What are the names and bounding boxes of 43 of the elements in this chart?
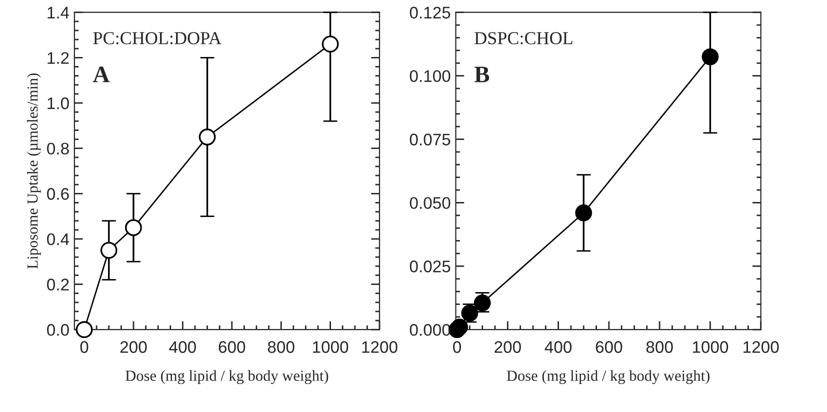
x-tick-label: 800 xyxy=(646,341,673,353)
annotation: PC:CHOL:DOPA xyxy=(93,32,222,44)
x-tick-label: 600 xyxy=(218,341,246,353)
y-tick-label: 1.0 xyxy=(48,97,69,110)
x-tick-label: 600 xyxy=(596,341,622,353)
x-axis-title: Dose (mg lipid / kg body weight) xyxy=(126,370,328,384)
x-tick-label: 0 xyxy=(453,341,462,353)
point xyxy=(125,219,142,236)
x-tick-label: 1000 xyxy=(692,341,728,353)
y-tick-label: 0.2 xyxy=(47,278,69,290)
y-axis-title: Liposome Uptake (µmoles/min) xyxy=(26,73,41,269)
y-tick-label: 1.2 xyxy=(48,52,69,64)
annotation: B xyxy=(474,66,490,82)
point xyxy=(451,318,468,336)
point xyxy=(322,36,339,53)
point xyxy=(76,321,93,338)
point xyxy=(702,48,719,66)
y-tick-label: 0.025 xyxy=(410,260,450,272)
x-tick-label: 1200 xyxy=(744,341,779,353)
x-tick-label: 200 xyxy=(120,341,147,353)
y-tick-label: 1.4 xyxy=(48,6,70,18)
y-tick-label: 0.075 xyxy=(410,134,450,146)
y-tick-label: 0.0 xyxy=(47,324,69,336)
y-tick-label: 0.4 xyxy=(47,233,70,246)
x-tick-label: 0 xyxy=(80,341,88,353)
x-tick-label: 400 xyxy=(169,341,196,353)
annotation: A xyxy=(92,66,110,82)
x-tick-label: 800 xyxy=(268,341,294,353)
y-tick-label: 0.6 xyxy=(47,188,69,200)
point xyxy=(198,128,216,146)
point xyxy=(575,204,592,222)
y-tick-label: 0.100 xyxy=(410,70,450,82)
x-tick-label: 200 xyxy=(494,341,521,353)
x-tick-label: 400 xyxy=(544,341,572,353)
point xyxy=(100,242,118,259)
y-tick-label: 0.8 xyxy=(47,142,69,155)
point xyxy=(474,294,491,312)
annotation: DSPC:CHOL xyxy=(474,32,572,44)
x-axis-title: Dose (mg lipid / kg body weight) xyxy=(506,370,710,384)
x-tick-label: 1000 xyxy=(313,341,348,353)
x-tick-label: 1200 xyxy=(362,341,398,353)
y-tick-label: 0.050 xyxy=(410,197,450,209)
y-tick-label: 0.125 xyxy=(410,6,450,19)
